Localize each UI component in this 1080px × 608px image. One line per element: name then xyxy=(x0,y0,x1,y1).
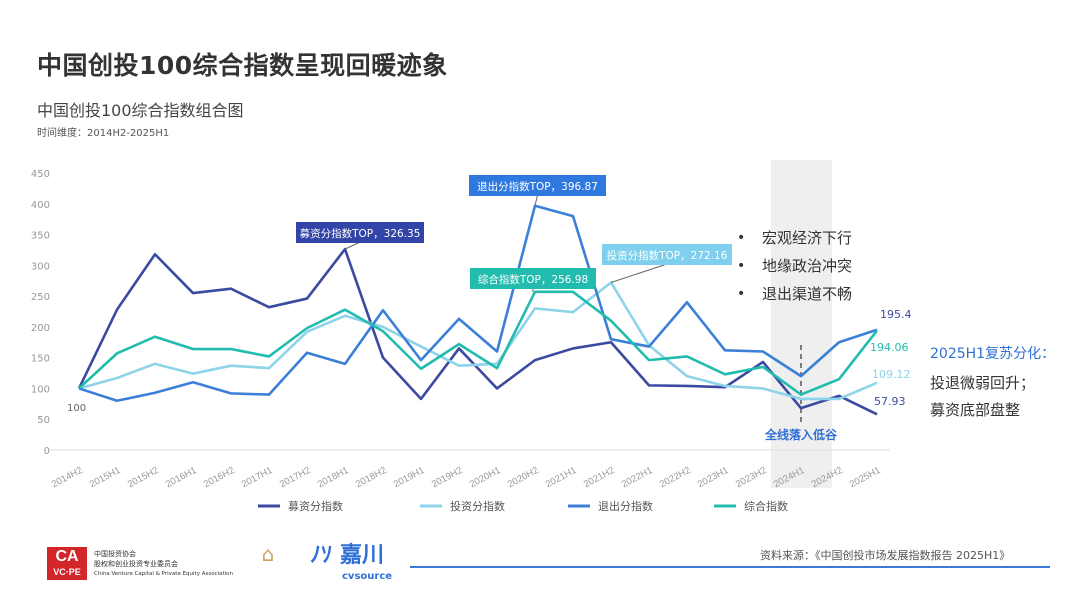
x-tick-label: 2019H2 xyxy=(430,465,465,490)
trough-label: 全线落入低谷 xyxy=(764,427,838,442)
footer-divider xyxy=(410,566,1050,568)
comp-top-label: 综合指数TOP，256.98 xyxy=(478,273,588,286)
invest-top-label: 投资分指数TOP，272.16 xyxy=(607,249,728,262)
right-note-line1: 投退微弱回升； xyxy=(930,374,1036,392)
bullet-dot: • xyxy=(737,230,745,246)
x-tick-label: 2019H1 xyxy=(392,465,427,490)
page-title: 中国创投100综合指数呈现回暖迹象 xyxy=(37,51,448,80)
series-line-募资分指数 xyxy=(77,247,878,416)
cvsource-logo: ﾉｿ 嘉川 cvsource xyxy=(310,543,410,587)
x-tick-label: 2021H2 xyxy=(582,465,617,490)
right-note-line2: 募资底部盘整 xyxy=(930,401,1021,419)
y-tick-label: 350 xyxy=(31,231,50,242)
association-name: 中国投资协会 股权和创业投资专业委员会 China Venture Capital … xyxy=(94,550,234,577)
cvca-logo: CA VC·PE xyxy=(47,547,87,580)
exit-top-label-box xyxy=(469,175,606,196)
x-tick-label: 2021H1 xyxy=(544,465,579,490)
x-tick-label: 2014H2 xyxy=(50,465,85,490)
y-tick-label: 150 xyxy=(31,354,50,365)
x-tick-label: 2022H2 xyxy=(658,465,693,490)
emblem-logo: ⌂ xyxy=(261,542,275,566)
series-line-退出分指数 xyxy=(78,204,878,403)
exit-top-label-leader xyxy=(534,194,538,206)
x-tick-label: 2017H2 xyxy=(278,465,313,490)
fund-top-label-leader xyxy=(344,241,361,250)
chart-subtitle: 中国创投100综合指数组合图 xyxy=(37,101,244,120)
bullet-dot: • xyxy=(737,286,745,302)
bullet-text: 退出渠道不畅 xyxy=(762,285,852,303)
y-tick-label: 50 xyxy=(37,415,50,426)
legend-label: 募资分指数 xyxy=(288,499,343,513)
fund-top-label: 募资分指数TOP，326.35 xyxy=(300,227,421,240)
y-tick-label: 200 xyxy=(31,323,50,334)
bullet-dot: • xyxy=(737,258,745,274)
exit-top-label: 退出分指数TOP，396.87 xyxy=(477,180,598,193)
legend-label: 退出分指数 xyxy=(598,499,653,513)
source-note: 资料来源：《中国创投市场发展指数报告 2025H1》 xyxy=(760,549,1011,562)
cvsource-cn: 嘉川 xyxy=(340,543,385,568)
cvsource-mark-icon: ﾉｿ xyxy=(310,543,333,568)
x-tick-label: 2018H2 xyxy=(354,465,389,490)
end-invest-label: 109.12 xyxy=(872,368,911,381)
x-tick-label: 2016H1 xyxy=(164,465,199,490)
end-fund-label: 57.93 xyxy=(874,395,906,408)
series-line-投资分指数 xyxy=(78,281,878,401)
invest-top-label-box xyxy=(602,244,732,265)
series-line-综合指数 xyxy=(78,290,879,396)
cvsource-en: cvsource xyxy=(342,571,393,582)
bullet-text: 地缘政治冲突 xyxy=(762,257,852,275)
highlight-band xyxy=(771,160,832,488)
x-tick-label: 2025H1 xyxy=(848,465,883,490)
x-tick-label: 2017H1 xyxy=(240,465,275,490)
x-tick-label: 2020H1 xyxy=(468,465,503,490)
invest-top-label-leader xyxy=(610,263,668,283)
bullet-text: 宏观经济下行 xyxy=(762,229,852,247)
right-note-title: 2025H1复苏分化： xyxy=(930,346,1056,362)
comp-top-label-box xyxy=(470,268,596,289)
time-range: 时间维度：2014H2-2025H1 xyxy=(37,128,170,139)
y-tick-label: 100 xyxy=(31,384,50,395)
y-tick-label: 450 xyxy=(31,169,50,180)
x-tick-label: 2016H2 xyxy=(202,465,237,490)
y-tick-label: 0 xyxy=(44,446,50,457)
y-tick-label: 250 xyxy=(31,292,50,303)
x-tick-label: 2023H2 xyxy=(734,465,769,490)
y-tick-label: 300 xyxy=(31,261,50,272)
x-tick-label: 2023H1 xyxy=(696,465,731,490)
x-tick-label: 2015H1 xyxy=(88,465,123,490)
y-tick-label: 400 xyxy=(31,200,50,211)
legend-label: 投资分指数 xyxy=(450,499,505,513)
start-value-label: 100 xyxy=(67,403,86,414)
x-tick-label: 2022H1 xyxy=(620,465,655,490)
end-comp-label: 194.06 xyxy=(870,341,909,354)
fund-top-label-box xyxy=(296,222,424,243)
x-tick-label: 2020H2 xyxy=(506,465,541,490)
legend-label: 综合指数 xyxy=(744,499,788,513)
x-tick-label: 2015H2 xyxy=(126,465,161,490)
end-exit-label: 195.4 xyxy=(880,308,912,321)
x-tick-label: 2018H1 xyxy=(316,465,351,490)
